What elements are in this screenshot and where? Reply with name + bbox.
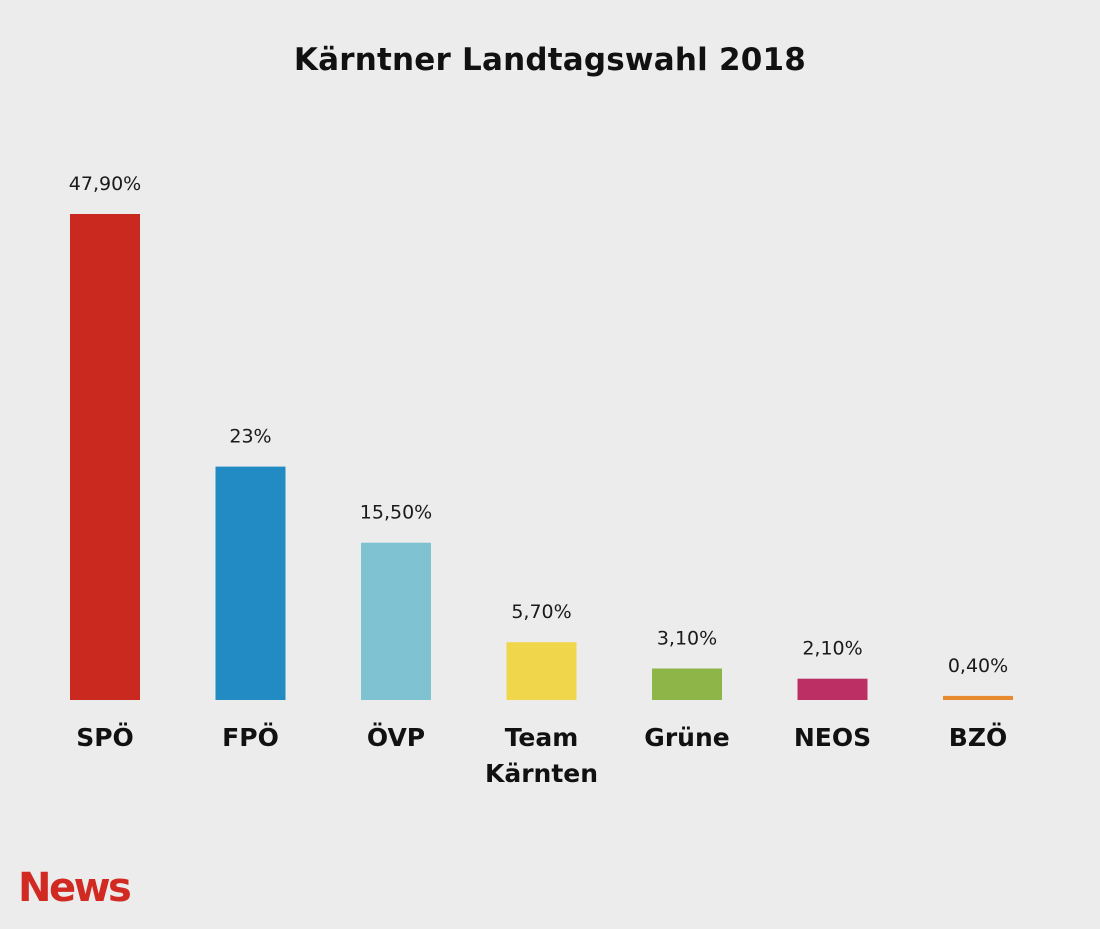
category-label-1: FPÖ: [222, 722, 279, 752]
value-label-6: 0,40%: [948, 655, 1008, 677]
chart-title: Kärntner Landtagswahl 2018: [293, 42, 807, 78]
category-label-line: ÖVP: [367, 722, 425, 752]
category-label-line: Kärnten: [485, 759, 598, 788]
value-label-2: 15,50%: [360, 502, 432, 524]
category-label-line: NEOS: [794, 723, 871, 752]
category-label-line: BZÖ: [949, 722, 1007, 752]
bar-4: [652, 668, 722, 700]
bar-1: [215, 466, 286, 700]
category-label-2: ÖVP: [367, 722, 425, 752]
value-label-1: 23%: [229, 426, 271, 448]
value-label-5: 2,10%: [802, 638, 862, 660]
bar-0: [70, 214, 140, 700]
category-label-4: Grüne: [644, 723, 729, 752]
bar-2: [361, 542, 431, 700]
bar-5: [797, 678, 868, 700]
category-label-6: BZÖ: [949, 722, 1007, 752]
value-label-3: 5,70%: [511, 601, 571, 623]
category-label-line: Team: [505, 723, 579, 752]
category-label-line: FPÖ: [222, 722, 279, 752]
category-label-3: Team Kärnten: [485, 723, 598, 788]
news-logo: News: [18, 865, 132, 911]
category-label-line: SPÖ: [76, 722, 134, 752]
bar-3: [506, 642, 577, 700]
bar-6: [943, 695, 1013, 700]
value-label-0: 47,90%: [69, 173, 141, 195]
category-label-5: NEOS: [794, 723, 871, 752]
category-label-0: SPÖ: [76, 722, 134, 752]
value-label-4: 3,10%: [657, 628, 717, 650]
category-label-line: Grüne: [644, 723, 729, 752]
